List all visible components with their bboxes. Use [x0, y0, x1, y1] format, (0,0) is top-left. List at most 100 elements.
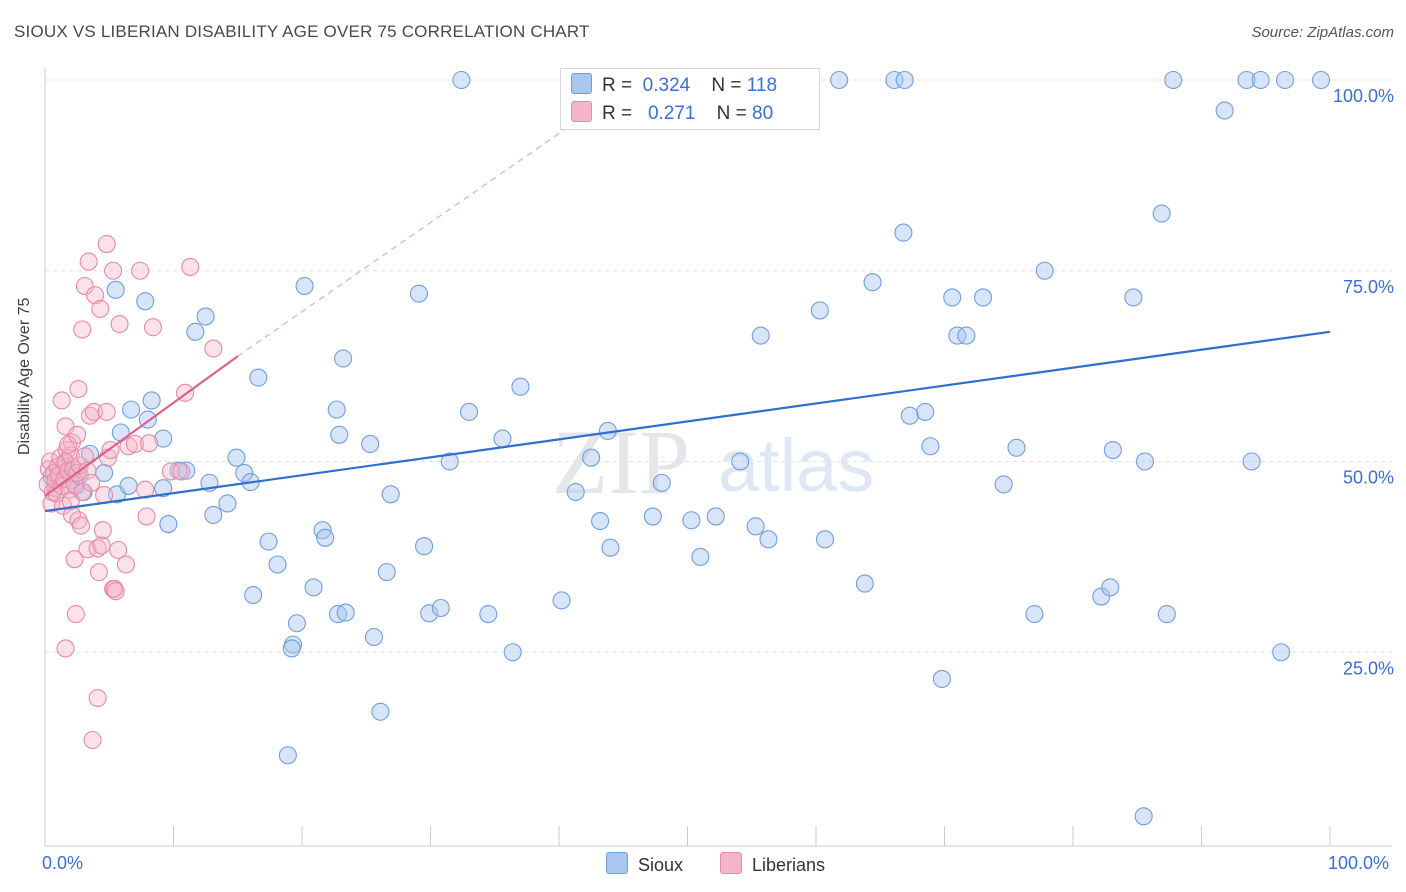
sioux-point — [895, 224, 912, 241]
liberian-point — [105, 262, 122, 279]
sioux-point — [1125, 289, 1142, 306]
liberian-point — [94, 522, 111, 539]
sioux-r-value: 0.324 — [643, 75, 691, 96]
sioux-point — [917, 403, 934, 420]
sioux-point — [250, 369, 267, 386]
sioux-point — [120, 477, 137, 494]
sioux-point — [1273, 644, 1290, 661]
liberian-point — [80, 253, 97, 270]
sioux-point — [416, 538, 433, 555]
sioux-point — [372, 703, 389, 720]
y-tick-label: 100.0% — [1333, 86, 1394, 106]
y-tick-label: 50.0% — [1343, 468, 1394, 488]
sioux-point — [995, 476, 1012, 493]
sioux-legend-icon — [606, 852, 628, 874]
sioux-point — [644, 508, 661, 525]
sioux-point — [958, 327, 975, 344]
r-label: R = — [602, 75, 632, 96]
sioux-n-value: 118 — [747, 75, 777, 96]
sioux-point — [382, 486, 399, 503]
sioux-point — [1135, 808, 1152, 825]
y-tick-label: 25.0% — [1343, 658, 1394, 678]
sioux-point — [279, 747, 296, 764]
liberian-point — [67, 606, 84, 623]
x-tick-label-min: 0.0% — [42, 853, 83, 874]
liberian-point — [72, 517, 89, 534]
sioux-point — [1277, 72, 1294, 89]
liberian-point — [89, 690, 106, 707]
sioux-point — [831, 72, 848, 89]
sioux-point — [1165, 72, 1182, 89]
sioux-point — [975, 289, 992, 306]
sioux-point — [337, 604, 354, 621]
sioux-point — [317, 529, 334, 546]
y-tick-labels: 25.0% 50.0% 75.0% 100.0% — [1333, 86, 1394, 678]
sioux-point — [1008, 439, 1025, 456]
sioux-point — [494, 430, 511, 447]
sioux-point — [1216, 102, 1233, 119]
sioux-point — [187, 323, 204, 340]
scatter-chart: ZIP atlas 25.0%50.0%75.0%100.0% — [0, 0, 1406, 892]
liberian-point — [70, 381, 87, 398]
y-axis-label: Disability Age Over 75 — [16, 298, 34, 455]
sioux-point — [1153, 205, 1170, 222]
sioux-point — [283, 640, 300, 657]
legend-item-liberians[interactable]: Liberians — [720, 852, 825, 876]
liberian-point — [83, 474, 100, 491]
sioux-point — [296, 278, 313, 295]
sioux-point — [1136, 453, 1153, 470]
sioux-point — [856, 575, 873, 592]
liberian-point — [138, 508, 155, 525]
liberians-legend-icon — [720, 852, 742, 874]
sioux-swatch-icon — [571, 73, 592, 94]
liberian-point — [74, 321, 91, 338]
sioux-point — [944, 289, 961, 306]
sioux-point — [864, 274, 881, 291]
sioux-point — [592, 513, 609, 530]
sioux-point — [143, 392, 160, 409]
stats-row-sioux: R = 0.324 N = 118 — [571, 72, 777, 100]
sioux-point — [362, 435, 379, 452]
liberians-n-value: 80 — [752, 103, 773, 124]
sioux-point — [732, 453, 749, 470]
liberian-point — [117, 556, 134, 573]
sioux-point — [811, 302, 828, 319]
liberian-point — [93, 537, 110, 554]
sioux-point — [107, 281, 124, 298]
liberian-point — [182, 258, 199, 275]
sioux-point — [410, 285, 427, 302]
sioux-point — [583, 449, 600, 466]
sioux-point — [480, 606, 497, 623]
sioux-point — [760, 531, 777, 548]
sioux-point — [245, 587, 262, 604]
sioux-point — [747, 518, 764, 535]
legend-item-sioux[interactable]: Sioux — [606, 852, 683, 876]
liberian-point — [98, 403, 115, 420]
sioux-point — [269, 556, 286, 573]
liberian-point — [90, 564, 107, 581]
sioux-point — [512, 378, 529, 395]
sioux-point — [137, 293, 154, 310]
sioux-point — [602, 539, 619, 556]
y-tick-label: 75.0% — [1343, 277, 1394, 297]
sioux-point — [922, 438, 939, 455]
sioux-point — [432, 599, 449, 616]
liberian-point — [57, 640, 74, 657]
sioux-point — [1104, 442, 1121, 459]
n-label: N = — [717, 103, 747, 124]
sioux-point — [365, 628, 382, 645]
sioux-point — [331, 426, 348, 443]
sioux-point — [1252, 72, 1269, 89]
sioux-point — [219, 495, 236, 512]
sioux-point — [683, 512, 700, 529]
sioux-point — [205, 506, 222, 523]
sioux-point — [288, 615, 305, 632]
n-label: N = — [711, 75, 741, 96]
sioux-point — [692, 548, 709, 565]
liberian-point — [141, 435, 158, 452]
sioux-point — [260, 533, 277, 550]
sioux-point — [305, 579, 322, 596]
liberian-point — [69, 426, 86, 443]
sioux-point — [896, 72, 913, 89]
stats-row-liberians: R = 0.271 N = 80 — [571, 100, 773, 128]
